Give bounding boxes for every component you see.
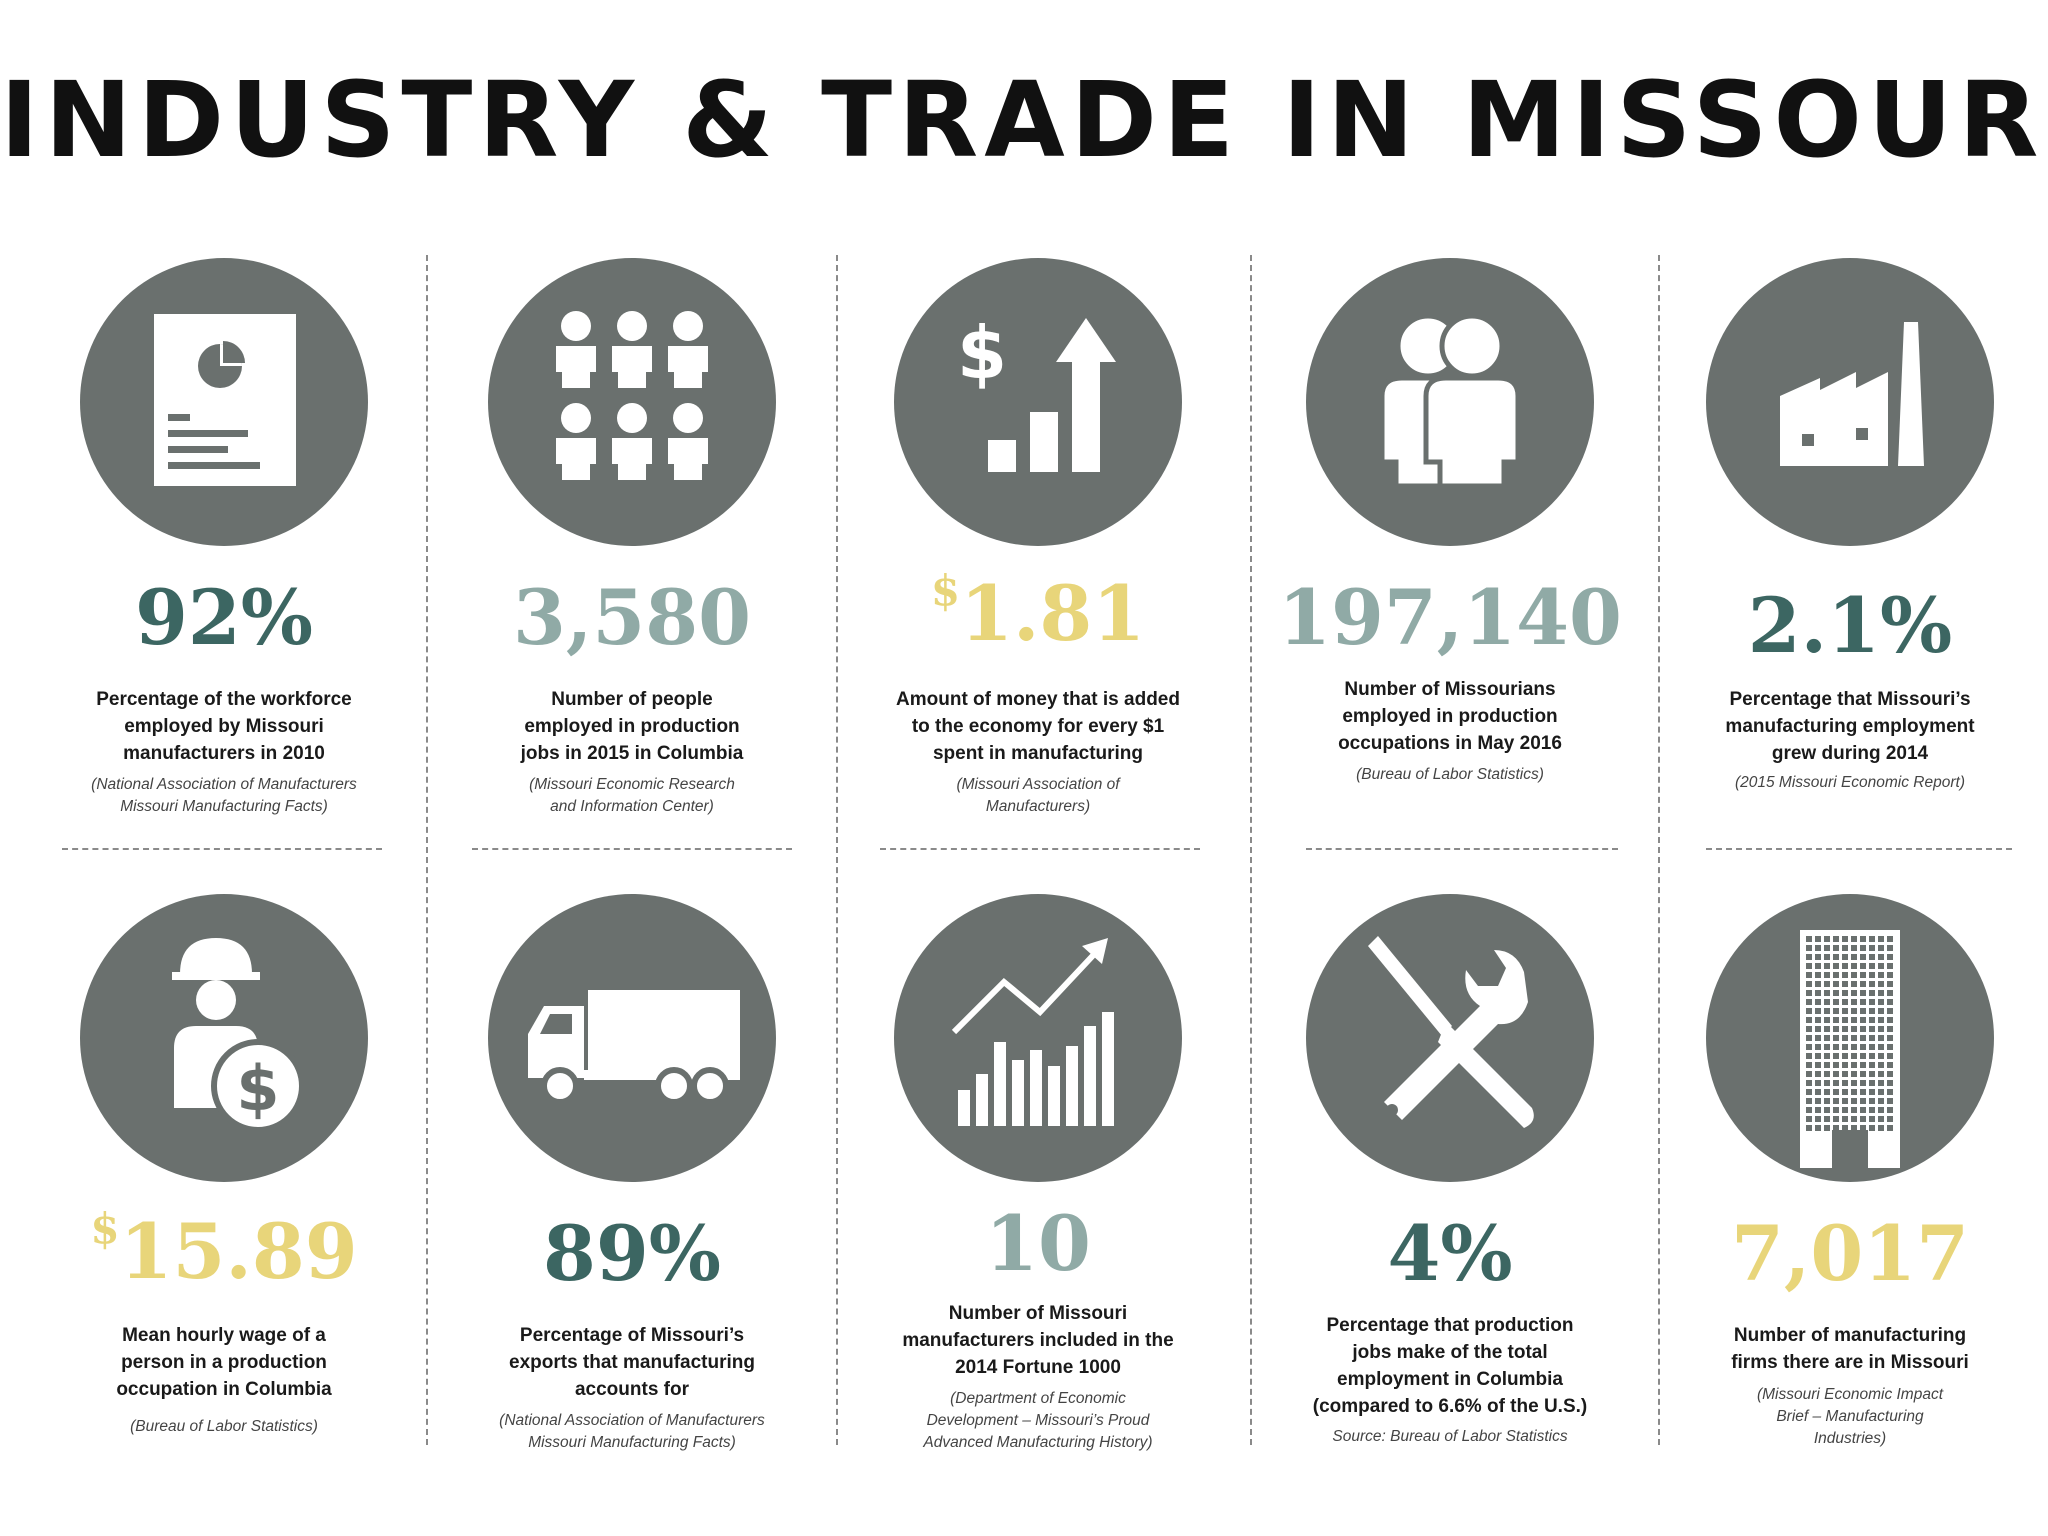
stat-source: (Missouri Association of Manufacturers) bbox=[956, 776, 1120, 815]
stat-card: 4% Percentage that production jobs make o… bbox=[1270, 894, 1630, 1454]
stat-description: Percentage that Missouri’s manufacturing … bbox=[1725, 689, 1975, 764]
icon-circle bbox=[488, 258, 776, 546]
factory-icon bbox=[1780, 322, 1924, 466]
row-divider bbox=[1706, 848, 2012, 850]
svg-text:$: $ bbox=[236, 1052, 279, 1125]
stat-value: 7,017 bbox=[1731, 1209, 1969, 1298]
stat-source: (National Association of Manufacturers Mi… bbox=[91, 776, 357, 815]
tools-icon bbox=[1368, 936, 1534, 1128]
column-divider bbox=[836, 255, 838, 1445]
stat-card: 7,017 Number of manufacturing firms there… bbox=[1670, 894, 2030, 1454]
stat-description: Number of manufacturing firms there are i… bbox=[1731, 1325, 1969, 1373]
people-group-icon bbox=[556, 311, 708, 480]
truck-icon bbox=[528, 990, 740, 1105]
money-growth-icon: $ bbox=[957, 311, 1116, 472]
stat-card: 10 Number of Missouri manufacturers inclu… bbox=[858, 894, 1218, 1454]
stat-source: (Department of Economic Development – Mis… bbox=[923, 1390, 1153, 1451]
icon-circle bbox=[80, 258, 368, 546]
icon-circle bbox=[894, 894, 1182, 1182]
stat-source: (Missouri Economic Impact Brief – Manufac… bbox=[1756, 1386, 1944, 1447]
stat-value: $1.81 bbox=[930, 566, 1146, 658]
stat-description: Number of Missourians employed in product… bbox=[1338, 679, 1562, 754]
icon-circle bbox=[1706, 258, 1994, 546]
two-people-icon bbox=[1379, 313, 1521, 489]
stat-card: 92% Percentage of the workforce employed … bbox=[44, 258, 404, 838]
stat-value: 197,140 bbox=[1278, 573, 1622, 662]
stat-source: Source: Bureau of Labor Statistics bbox=[1332, 1428, 1568, 1445]
row-divider bbox=[62, 848, 382, 850]
growth-chart-icon bbox=[951, 938, 1114, 1126]
icon-circle bbox=[1306, 894, 1594, 1182]
stat-value: 10 bbox=[985, 1199, 1091, 1288]
svg-text:$: $ bbox=[957, 311, 1007, 395]
stat-source: (Bureau of Labor Statistics) bbox=[1356, 766, 1544, 783]
page-title: INDUSTRY & TRADE IN MISSOURI bbox=[0, 59, 2048, 181]
icon-circle: $ bbox=[894, 258, 1182, 546]
stat-value: 3,580 bbox=[513, 573, 751, 662]
stat-card: $ $1.81 Amount of money that is added to … bbox=[858, 258, 1218, 838]
stat-value: 92% bbox=[135, 573, 313, 662]
stat-description: Mean hourly wage of a person in a product… bbox=[116, 1325, 332, 1400]
stat-description: Amount of money that is added to the econ… bbox=[896, 689, 1180, 764]
stat-source: (National Association of Manufacturers Mi… bbox=[499, 1412, 765, 1451]
stat-card: 89% Percentage of Missouri’s exports that… bbox=[452, 894, 812, 1454]
report-icon bbox=[154, 314, 296, 486]
stat-card: 3,580 Number of people employed in produc… bbox=[452, 258, 812, 838]
row-divider bbox=[1306, 848, 1618, 850]
row-divider bbox=[880, 848, 1200, 850]
stat-value: $15.89 bbox=[90, 1204, 358, 1296]
stat-source: (Bureau of Labor Statistics) bbox=[130, 1418, 318, 1435]
stat-description: Percentage that production jobs make of t… bbox=[1312, 1315, 1588, 1417]
row-divider bbox=[472, 848, 792, 850]
stat-description: Number of Missouri manufacturers included… bbox=[902, 1303, 1174, 1378]
stat-description: Percentage of the workforce employed by M… bbox=[96, 689, 352, 764]
stat-description: Number of people employed in production jo… bbox=[520, 689, 744, 764]
stat-source: (2015 Missouri Economic Report) bbox=[1734, 774, 1965, 791]
worker-wage-icon: $ bbox=[172, 938, 305, 1133]
stat-card: $ $15.89 Mean hourly wage of a person in … bbox=[44, 894, 404, 1454]
stat-value: 89% bbox=[543, 1209, 721, 1298]
icon-circle bbox=[1706, 894, 1994, 1182]
column-divider bbox=[426, 255, 428, 1445]
icon-circle: $ bbox=[80, 894, 368, 1182]
stat-source: (Missouri Economic Research and Informati… bbox=[529, 776, 735, 815]
building-icon bbox=[1800, 930, 1900, 1170]
column-divider bbox=[1250, 255, 1252, 1445]
stat-card: 197,140 Number of Missourians employed in… bbox=[1270, 258, 1630, 838]
icon-circle bbox=[488, 894, 776, 1182]
column-divider bbox=[1658, 255, 1660, 1445]
stat-value: 4% bbox=[1387, 1209, 1513, 1298]
stat-description: Percentage of Missouri’s exports that man… bbox=[509, 1325, 755, 1400]
icon-circle bbox=[1306, 258, 1594, 546]
stat-value: 2.1% bbox=[1747, 581, 1953, 670]
stat-card: 2.1% Percentage that Missouri’s manufactu… bbox=[1670, 258, 2030, 838]
